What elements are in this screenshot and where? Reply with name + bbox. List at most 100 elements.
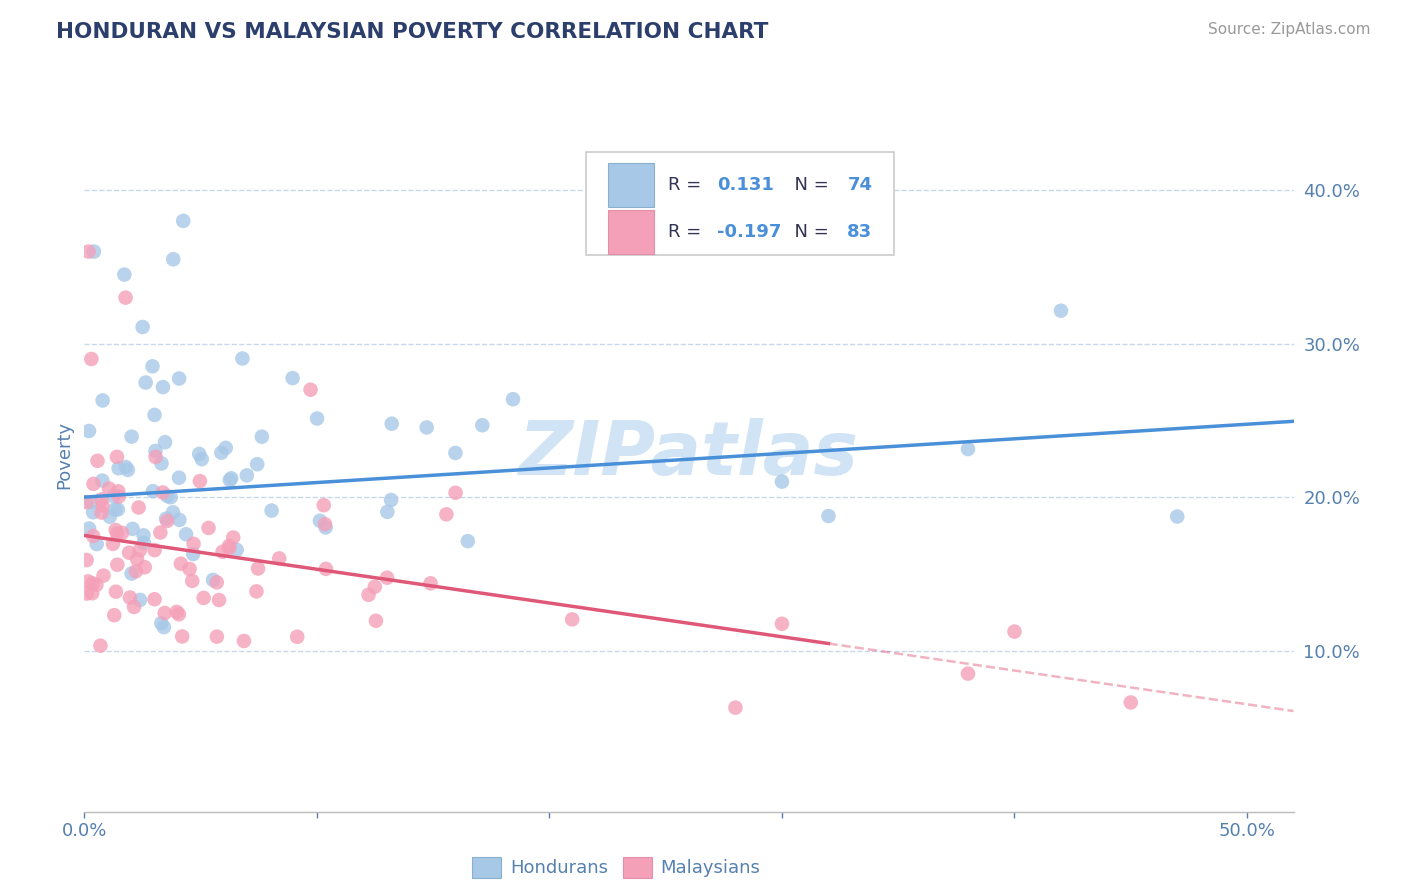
Point — [122, 599, 145, 614]
Text: HONDURAN VS MALAYSIAN POVERTY CORRELATION CHART: HONDURAN VS MALAYSIAN POVERTY CORRELATIO… — [56, 22, 769, 42]
Point — [111, 525, 134, 540]
Point — [211, 545, 233, 559]
Point — [202, 573, 225, 587]
Point — [80, 495, 103, 509]
Point — [561, 612, 583, 626]
Point — [89, 639, 111, 653]
Point — [80, 351, 103, 366]
Point — [1166, 509, 1188, 524]
Point — [167, 371, 190, 385]
Point — [215, 441, 238, 455]
Point — [444, 446, 467, 460]
Point — [107, 484, 129, 499]
Point — [285, 630, 308, 644]
Point — [172, 630, 194, 644]
Point — [129, 593, 152, 607]
Point — [415, 420, 437, 434]
Point — [82, 529, 104, 543]
Text: Source: ZipAtlas.com: Source: ZipAtlas.com — [1208, 22, 1371, 37]
Point — [364, 614, 387, 628]
Point — [150, 457, 173, 471]
Point — [145, 444, 167, 458]
Point — [104, 502, 127, 516]
Point — [104, 584, 127, 599]
Point — [236, 468, 259, 483]
Point — [86, 578, 108, 592]
Point — [314, 517, 336, 532]
Point — [128, 500, 150, 515]
Point — [162, 252, 184, 267]
Point — [247, 561, 270, 575]
Point — [315, 562, 337, 576]
Point — [143, 543, 166, 558]
Point — [83, 244, 105, 259]
Point — [91, 498, 114, 512]
Point — [208, 593, 231, 607]
Point — [76, 495, 98, 509]
Point — [1119, 696, 1142, 710]
Point — [174, 527, 197, 541]
Point — [246, 457, 269, 471]
Point — [167, 471, 190, 485]
Point — [231, 351, 253, 366]
Point — [167, 607, 190, 622]
Point — [143, 408, 166, 422]
Point — [121, 429, 143, 443]
Point — [181, 547, 204, 561]
Point — [381, 417, 404, 431]
Point — [77, 574, 100, 589]
Point — [107, 490, 129, 504]
Point — [170, 557, 193, 571]
Point — [153, 435, 176, 450]
Point — [118, 591, 141, 605]
Point — [114, 459, 136, 474]
Point — [105, 558, 128, 572]
Point — [162, 505, 184, 519]
Point — [299, 383, 322, 397]
Point — [128, 543, 150, 558]
Text: 74: 74 — [848, 176, 872, 194]
Point — [375, 571, 398, 585]
Point — [131, 320, 153, 334]
Point — [209, 446, 232, 460]
Point — [250, 430, 273, 444]
Point — [222, 531, 245, 545]
Point — [315, 520, 337, 534]
Point — [312, 498, 335, 512]
Point — [114, 291, 136, 305]
Point — [121, 522, 143, 536]
Text: N =: N = — [783, 176, 835, 194]
Point — [121, 566, 143, 581]
Point — [380, 493, 402, 508]
Point — [183, 537, 205, 551]
Text: R =: R = — [668, 223, 707, 242]
Point — [91, 474, 114, 488]
Point — [76, 553, 98, 567]
Point — [457, 534, 479, 549]
Point — [269, 551, 291, 566]
Point — [172, 214, 194, 228]
Point — [132, 536, 155, 550]
Point — [219, 471, 242, 485]
Point — [166, 605, 188, 619]
Point — [188, 447, 211, 461]
Point — [817, 508, 839, 523]
Point — [141, 359, 163, 374]
Text: 0.131: 0.131 — [717, 176, 773, 194]
Point — [90, 492, 112, 507]
Point — [179, 562, 201, 576]
Point — [156, 514, 179, 528]
Point — [112, 268, 135, 282]
Point — [77, 424, 100, 438]
Point — [152, 485, 174, 500]
Point — [91, 393, 114, 408]
Point — [956, 442, 979, 456]
Point — [145, 450, 167, 464]
Point — [502, 392, 524, 407]
Point — [103, 489, 125, 503]
Point — [86, 454, 108, 468]
Point — [181, 574, 204, 588]
Point — [98, 509, 121, 524]
Point — [169, 513, 191, 527]
Point — [471, 418, 494, 433]
